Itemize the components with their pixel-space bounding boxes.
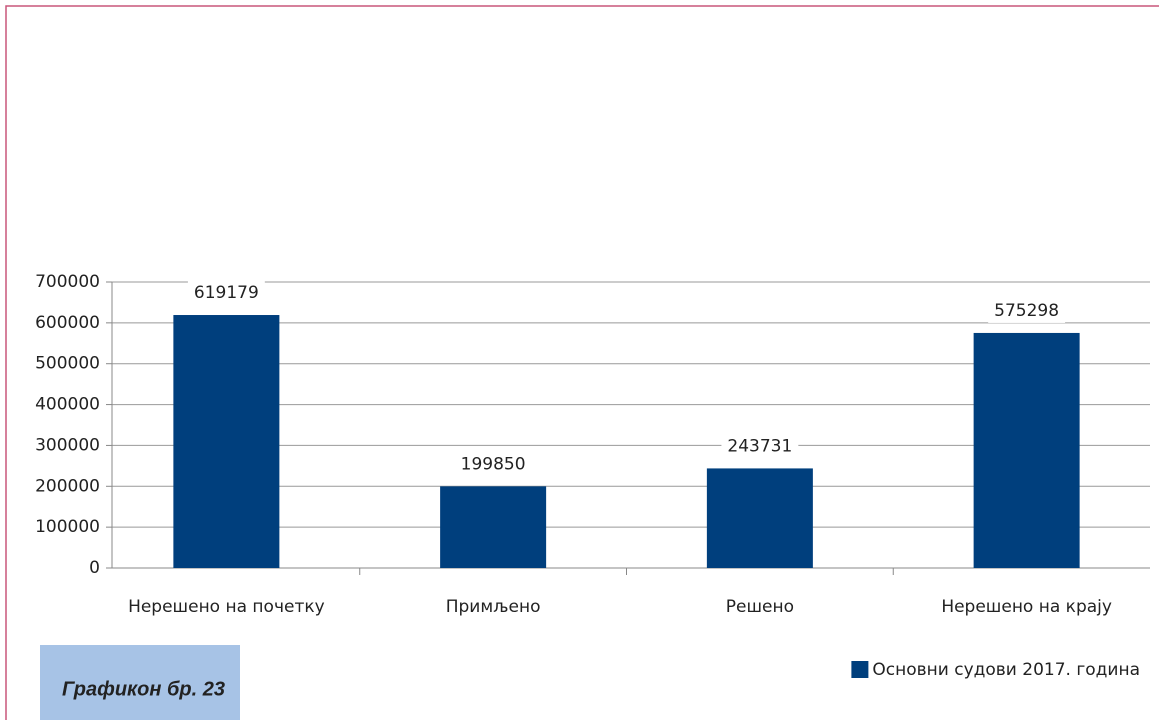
legend-swatch bbox=[851, 661, 869, 678]
y-tick-label: 400000 bbox=[35, 395, 100, 415]
data-label-bg bbox=[988, 298, 1066, 323]
bar bbox=[173, 315, 280, 568]
data-label-bg bbox=[187, 281, 265, 306]
bar bbox=[973, 332, 1080, 568]
x-tick-label: Нерешено на крају bbox=[941, 597, 1112, 617]
data-label-bg bbox=[454, 452, 532, 477]
frame bbox=[5, 5, 1159, 720]
caption: Графикон бр. 23 bbox=[62, 678, 225, 700]
bar bbox=[706, 468, 813, 568]
data-label-bg bbox=[721, 434, 799, 459]
data-label: 619179 bbox=[194, 283, 259, 303]
y-tick-label: 600000 bbox=[35, 313, 100, 333]
data-label: 575298 bbox=[994, 301, 1059, 321]
data-label: 243731 bbox=[727, 436, 792, 456]
x-tick-label: Нерешено на почетку bbox=[128, 597, 325, 617]
data-label: 199850 bbox=[461, 454, 526, 474]
y-tick-label: 0 bbox=[89, 558, 100, 578]
caption-box bbox=[40, 645, 240, 720]
y-tick-label: 200000 bbox=[35, 476, 100, 496]
y-tick-label: 500000 bbox=[35, 354, 100, 374]
y-tick-label: 300000 bbox=[35, 435, 100, 455]
x-tick-label: Решено bbox=[726, 597, 794, 617]
y-tick-label: 700000 bbox=[35, 272, 100, 292]
y-tick-label: 100000 bbox=[35, 517, 100, 537]
x-tick-label: Примљено bbox=[446, 597, 541, 617]
legend-label: Основни судови 2017. година bbox=[872, 660, 1140, 680]
bar bbox=[440, 486, 547, 568]
